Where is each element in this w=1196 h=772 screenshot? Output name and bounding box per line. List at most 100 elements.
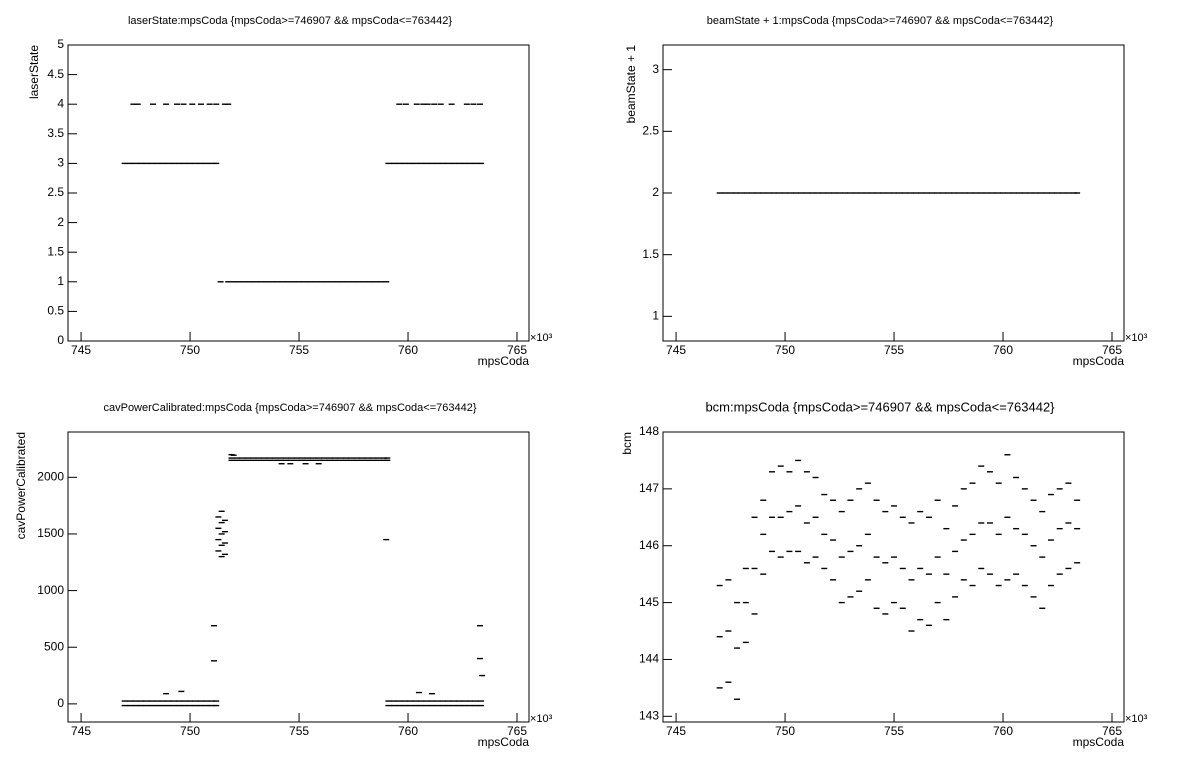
data-point (1074, 527, 1081, 530)
chart-title: cavPowerCalibrated:mpsCoda {mpsCoda>=746… (103, 402, 476, 414)
x-tick-label: 755 (884, 343, 904, 357)
data-point (385, 162, 392, 165)
data-point (760, 533, 767, 536)
data-point (716, 192, 723, 194)
data-point (472, 162, 479, 165)
data-point (1065, 522, 1072, 524)
data-point (1056, 573, 1063, 575)
data-point (795, 459, 802, 462)
data-point (864, 533, 871, 536)
data-point (929, 192, 936, 194)
data-point (401, 700, 408, 702)
y-tick-label: 1.5 (47, 244, 64, 258)
data-point (476, 657, 483, 660)
y-tick-label: 4.5 (47, 67, 64, 81)
y-tick-label: 0 (57, 333, 64, 347)
data-point (478, 704, 485, 707)
data-point (863, 192, 870, 194)
data-point (310, 459, 317, 462)
y-tick-label: 2 (652, 185, 659, 199)
data-point (751, 516, 758, 518)
data-point (1027, 192, 1034, 194)
data-point (150, 103, 157, 105)
data-point (765, 192, 772, 194)
plot-frame (67, 431, 530, 723)
data-point (873, 556, 880, 558)
x-tick-label: 745 (666, 724, 686, 738)
data-point (197, 704, 204, 707)
data-point (321, 457, 328, 459)
data-point (233, 457, 240, 459)
data-point (423, 162, 430, 165)
x-tick-label: 745 (666, 343, 686, 357)
data-point (290, 281, 297, 283)
data-point (738, 192, 745, 194)
data-point (734, 601, 741, 604)
data-point (461, 704, 468, 707)
data-point (882, 613, 889, 615)
data-point (334, 281, 341, 283)
data-point (213, 704, 220, 707)
data-point (470, 103, 477, 105)
y-tick-label: 147 (639, 481, 659, 495)
data-point (429, 704, 436, 707)
x-tick-label: 765 (507, 343, 527, 357)
y-tick-label: 146 (639, 538, 659, 552)
y-tick-label: 2.5 (642, 124, 659, 138)
data-point (830, 499, 837, 501)
data-point (181, 162, 188, 165)
data-point (274, 281, 281, 283)
data-point (1039, 510, 1046, 513)
data-point (1000, 192, 1007, 194)
x-tick-label: 760 (398, 724, 418, 738)
x-tick-label: 765 (1102, 343, 1122, 357)
data-point (121, 162, 128, 165)
x-tick-label: 765 (1102, 724, 1122, 738)
data-point (934, 556, 941, 558)
data-point (138, 704, 145, 707)
data-point (1059, 192, 1066, 194)
data-point (864, 579, 871, 581)
data-point (279, 281, 286, 283)
data-point (221, 553, 228, 556)
data-point (787, 192, 794, 194)
data-point (353, 459, 360, 462)
x-multiplier: ×10³ (530, 713, 553, 725)
data-point (1056, 527, 1063, 530)
data-point (221, 103, 228, 105)
data-point (885, 192, 892, 194)
data-point (821, 567, 828, 570)
data-point (148, 704, 155, 707)
y-axis-title: beamState + 1 (624, 45, 638, 124)
data-point (261, 457, 268, 459)
data-point (272, 457, 279, 459)
data-point (321, 459, 328, 462)
data-point (1030, 545, 1037, 547)
data-point (366, 281, 373, 283)
data-point (760, 192, 767, 194)
data-point (786, 471, 793, 473)
data-point (943, 618, 950, 621)
data-point (461, 700, 468, 702)
data-point (241, 281, 248, 283)
data-point (847, 499, 854, 501)
chart-title: laserState:mpsCoda {mpsCoda>=746907 && m… (128, 15, 452, 27)
data-point (467, 700, 474, 702)
y-tick-label: 3.5 (47, 126, 64, 140)
data-point (163, 692, 170, 695)
y-tick-label: 2.5 (47, 185, 64, 199)
data-point (208, 704, 215, 707)
x-tick-label: 760 (993, 724, 1013, 738)
x-tick-label: 745 (71, 724, 91, 738)
data-point (282, 459, 289, 462)
data-point (221, 530, 228, 533)
data-point (187, 700, 194, 702)
data-point (986, 471, 993, 473)
x-tick-label: 755 (884, 724, 904, 738)
data-point (803, 522, 810, 524)
data-point (434, 704, 441, 707)
data-point (1074, 499, 1081, 501)
y-tick-label: 4 (57, 96, 64, 110)
data-point (170, 162, 177, 165)
data-point (197, 103, 204, 105)
